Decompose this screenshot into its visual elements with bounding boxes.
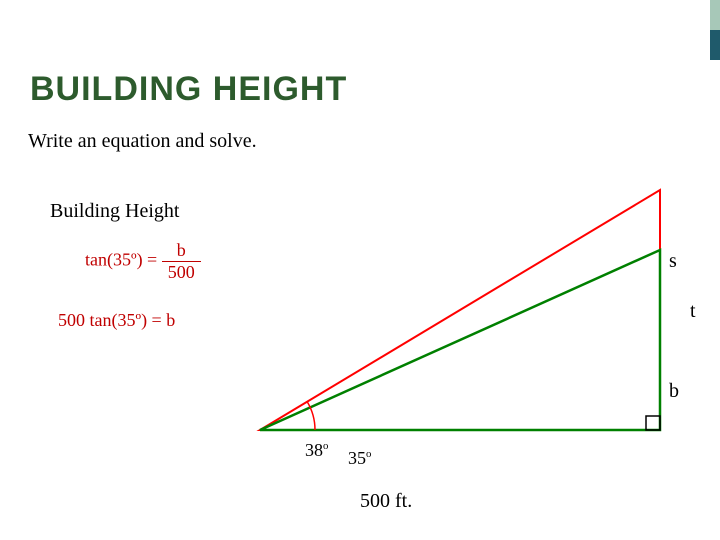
eq1-left: tan(35º) = (85, 250, 157, 270)
accent-bar-svg (710, 0, 720, 60)
eq1-fraction: b 500 (162, 240, 201, 283)
label-a35-sup: o (366, 448, 371, 460)
label-base: 500 ft. (360, 490, 412, 513)
triangle-diagram (220, 180, 690, 465)
accent-top (710, 0, 720, 30)
outer-triangle (260, 190, 660, 430)
label-angle-35: 35o (348, 448, 371, 469)
label-a35-val: 35 (348, 448, 366, 468)
page-title: BUILDING HEIGHT (30, 70, 347, 109)
triangle-svg (220, 180, 690, 460)
label-a38-sup: o (323, 440, 328, 452)
subheading: Building Height (50, 200, 179, 223)
accent-bottom (710, 30, 720, 60)
label-b: b (669, 380, 679, 403)
right-angle-mark (646, 416, 660, 430)
label-a38-val: 38 (305, 440, 323, 460)
subtitle: Write an equation and solve. (28, 130, 257, 153)
equation-2: 500 tan(35º) = b (58, 310, 175, 331)
label-angle-38: 38o (305, 440, 328, 461)
eq1-denominator: 500 (162, 262, 201, 283)
label-s: s (669, 250, 677, 273)
eq1-numerator: b (162, 240, 201, 262)
equation-1: tan(35º) = b 500 (85, 240, 201, 283)
accent-bar (710, 0, 720, 60)
label-t: t (690, 300, 696, 323)
inner-triangle (260, 250, 660, 430)
